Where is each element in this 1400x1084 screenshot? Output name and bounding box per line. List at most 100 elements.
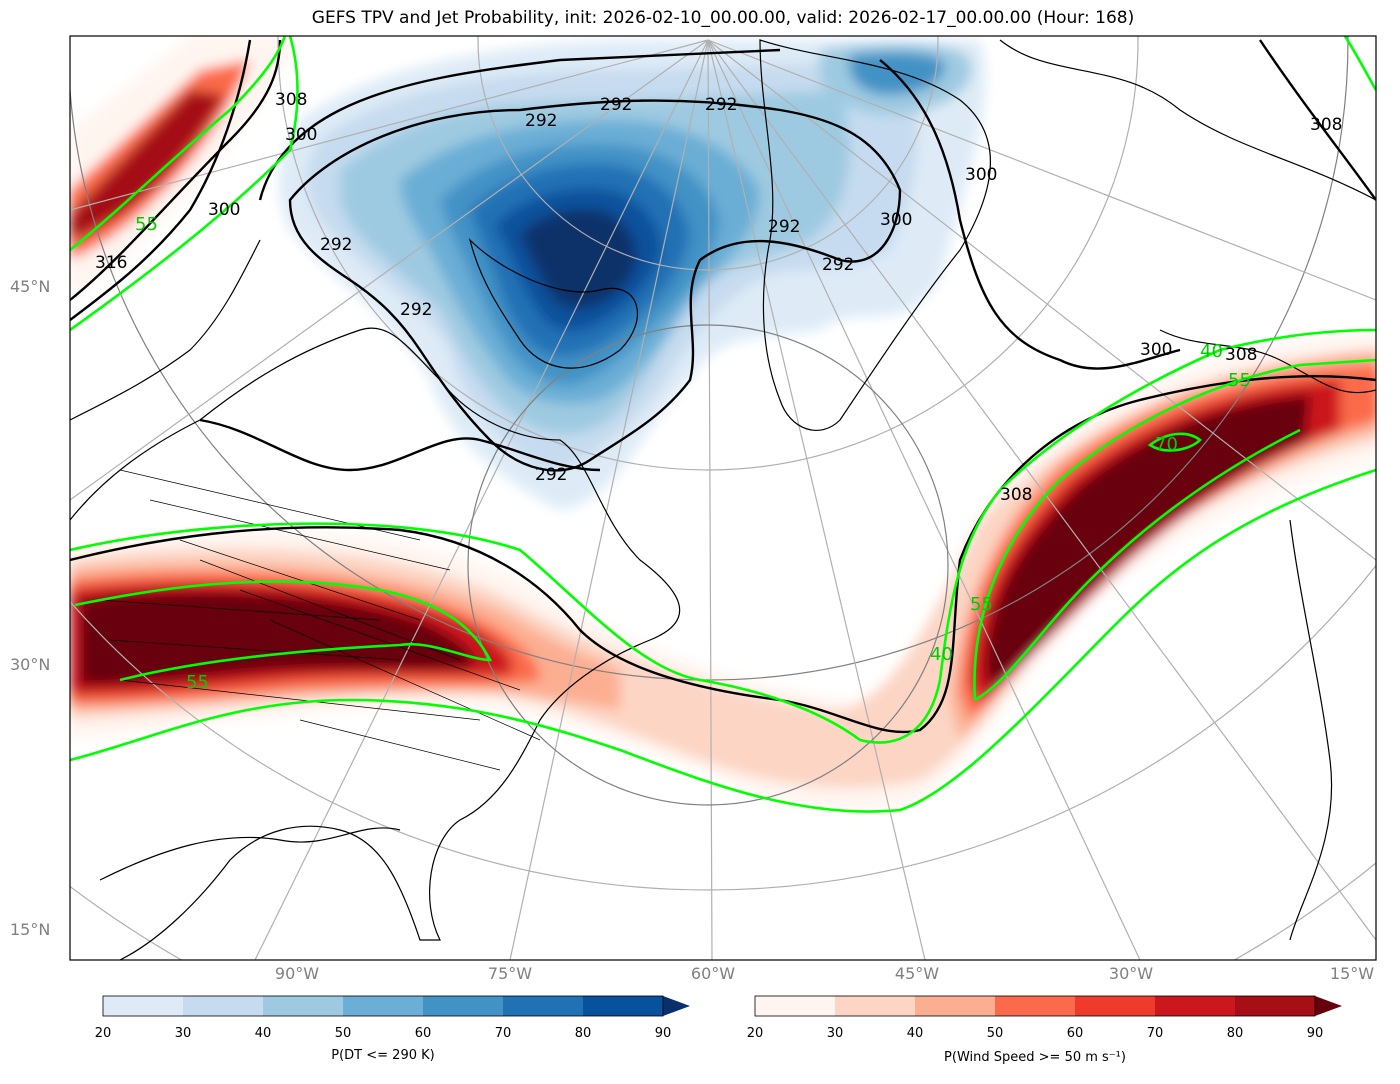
meridian-15e [707, 39, 1376, 301]
colorbar-tpv-bin-4 [423, 996, 503, 1016]
lon-label-45w: 45°W [894, 964, 940, 983]
colorbar-jet-outline [754, 995, 1316, 1017]
jet-contour-labels: 55 55 55 55 40 40 70 [135, 214, 1251, 693]
jet-shade-nw-80 [70, 90, 225, 240]
colorbar-tpv-tick: 60 [414, 1026, 432, 1041]
colorbar-tpv-tick: 50 [334, 1026, 352, 1041]
jet-contour-55-west [74, 580, 493, 682]
contour-label: 300 [965, 165, 997, 185]
colorbar-tpv [102, 995, 690, 1017]
meridian-15w [707, 39, 1376, 941]
tpv-northeast-lobe-core [849, 52, 945, 95]
colorbar-tpv-bin-5 [503, 996, 583, 1016]
jet-probability-field [70, 36, 1376, 810]
contour-label: 308 [1225, 345, 1257, 365]
colorbar-jet-bin-5 [1155, 996, 1235, 1016]
coastline-hudson-bay [468, 238, 638, 369]
graticule-circle-30n [70, 564, 1376, 891]
colorbar-jet-tick: 80 [1226, 1026, 1244, 1041]
coastline-greenland [759, 39, 992, 431]
coastline-west [70, 239, 261, 421]
graticule-circle-75n [477, 36, 939, 271]
contour-label: 308 [275, 90, 307, 110]
meridian-120w [70, 39, 709, 211]
colorbar-tpv-tick: 30 [174, 1026, 192, 1041]
jet-contours [70, 36, 1376, 813]
colorbar-tpv-bin-0 [103, 996, 183, 1016]
meridian-0 [707, 39, 1376, 561]
contour-label: 300 [880, 210, 912, 230]
colorbar-jet-tick: 70 [1146, 1026, 1164, 1041]
colorbar-jet-bin-3 [995, 996, 1075, 1016]
contour-label: 40 [930, 644, 953, 665]
colorbar-jet-tick: 30 [826, 1026, 844, 1041]
contour-label: 308 [1310, 115, 1342, 135]
colorbar-jet-bin-1 [835, 996, 915, 1016]
colorbar-jet-bin-2 [915, 996, 995, 1016]
lon-label-15w: 15°W [1329, 964, 1375, 983]
colorbar-tpv-bin-2 [263, 996, 343, 1016]
jet-contour-nw [70, 36, 299, 332]
jet-shade-nw-20 [70, 36, 300, 300]
jet-contour-40-west [70, 468, 1376, 813]
coastline-africa [1289, 519, 1333, 941]
colorbar-jet-label: P(Wind Speed >= 50 m s⁻¹) [944, 1050, 1126, 1065]
contour-label: 316 [95, 253, 127, 273]
contour-label: 300 [285, 125, 317, 145]
theta-292-contour [288, 99, 902, 472]
theta-contours [70, 39, 1376, 734]
colorbar-jet-extend [1315, 996, 1342, 1016]
colorbar-jet-tick: 40 [906, 1026, 924, 1041]
colorbar-tpv-bin-1 [183, 996, 263, 1016]
jet-contour-55-east [973, 358, 1376, 702]
colorbar-jet [754, 995, 1342, 1017]
colorbar-jet-tick: 20 [746, 1026, 764, 1041]
colorbar-tpv-bin-3 [343, 996, 423, 1016]
jet-contour-40-upper [70, 328, 1376, 744]
map-title: GEFS TPV and Jet Probability, init: 2026… [311, 8, 1135, 28]
secondary-circle [467, 324, 949, 806]
contour-label: 55 [186, 672, 209, 693]
graticule-circle-60n [277, 36, 1139, 471]
colorbar-tpv-tick: 90 [654, 1026, 672, 1041]
jet-contour-ne [1343, 36, 1376, 91]
colorbar-tpv-bin-6 [583, 996, 663, 1016]
contour-label: 55 [135, 214, 158, 235]
contour-label: 40 [1200, 341, 1223, 362]
lon-label-90w: 90°W [274, 964, 320, 983]
contour-label: 292 [705, 95, 737, 115]
contour-label: 292 [822, 255, 854, 275]
colorbar-jet-tick: 90 [1306, 1026, 1324, 1041]
contour-label: 70 [1155, 434, 1178, 455]
lon-label-75w: 75°W [487, 964, 533, 983]
contour-label: 292 [400, 300, 432, 320]
contour-label: 292 [600, 95, 632, 115]
lat-label-45n: 45°N [10, 277, 51, 296]
jet-shade-band-90 [80, 592, 474, 685]
map-frame [69, 35, 1377, 961]
colorbar-jet-tick: 60 [1066, 1026, 1084, 1041]
coastlines [70, 39, 1376, 960]
meridian-30w [707, 39, 1141, 960]
contour-label: 292 [535, 465, 567, 485]
coastline-gulf-of-mexico [99, 827, 401, 881]
meridian-75w [509, 39, 709, 960]
colorbar-tpv-tick: 70 [494, 1026, 512, 1041]
contour-label: 292 [320, 235, 352, 255]
lat-label-30n: 30°N [10, 655, 51, 674]
contour-label: 292 [525, 111, 557, 131]
tpv-shade-90 [520, 209, 637, 309]
contour-label: 55 [1228, 370, 1251, 391]
coastline-north-america-east [70, 327, 681, 960]
theta-contour-labels: 292 292 292 292 292 292 292 292 300 300 … [95, 90, 1342, 505]
colorbar-jet-bin-0 [755, 996, 835, 1016]
colorbar-tpv-tick: 40 [254, 1026, 272, 1041]
lon-label-60w: 60°W [690, 964, 736, 983]
theta-316-contour [70, 39, 282, 301]
contour-label: 300 [208, 200, 240, 220]
jet-contour-70 [1147, 432, 1202, 452]
contour-label: 292 [768, 217, 800, 237]
